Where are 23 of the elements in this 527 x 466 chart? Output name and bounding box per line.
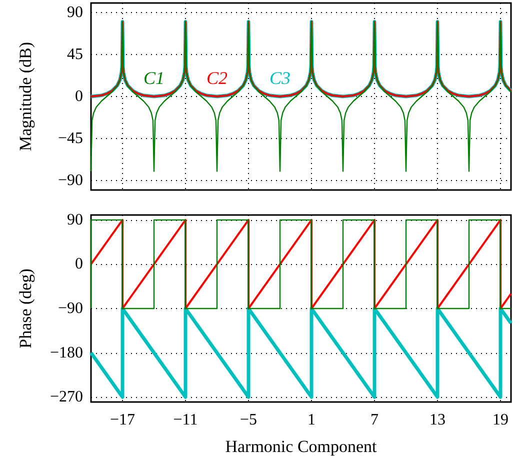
y-tick-label: 45 <box>67 46 83 63</box>
x-tick-label: 19 <box>492 412 508 428</box>
y-axis-title: Magnitude (dB) <box>16 42 35 152</box>
y-tick-label: 90 <box>67 4 83 21</box>
x-tick-label: 13 <box>430 412 446 428</box>
series-label: C3 <box>269 68 291 88</box>
x-tick-label: −17 <box>110 412 136 428</box>
y-tick-label: −90 <box>58 172 83 190</box>
y-axis-title: Phase (deg) <box>16 268 35 348</box>
x-tick-label: −5 <box>240 412 258 428</box>
y-tick-label: 0 <box>75 88 83 105</box>
y-tick-label: −45 <box>58 130 83 148</box>
series-label: C2 <box>206 68 228 88</box>
y-tick-label: 90 <box>67 211 83 228</box>
x-tick-label: −11 <box>173 412 198 428</box>
y-tick-label: −90 <box>58 300 83 317</box>
y-tick-label: −180 <box>50 344 83 362</box>
series-label: C1 <box>143 68 165 88</box>
x-tick-label: 1 <box>308 412 316 428</box>
y-tick-label: 0 <box>75 256 83 273</box>
x-tick-label: 7 <box>370 412 378 428</box>
x-axis-title: Harmonic Component <box>225 437 378 456</box>
y-tick-label: −270 <box>50 388 83 406</box>
